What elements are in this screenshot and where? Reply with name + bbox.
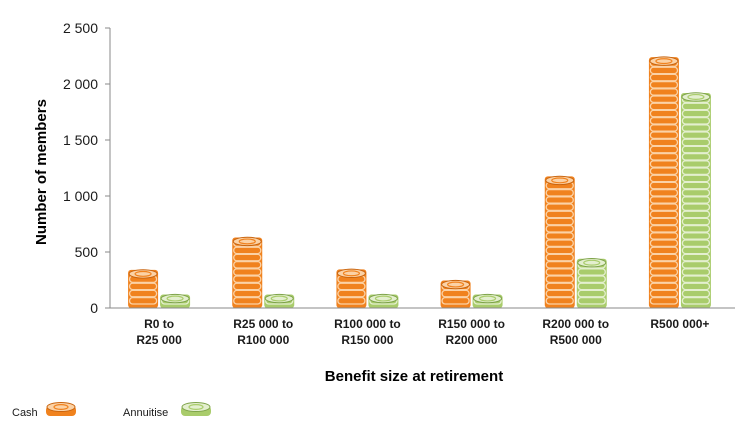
bar-cash-5 — [648, 56, 679, 309]
bar-annuitise-1 — [264, 293, 295, 308]
bars — [128, 56, 711, 309]
y-tick-label: 500 — [75, 244, 99, 260]
x-axis-title: Benefit size at retirement — [325, 368, 503, 385]
bar-annuitise-2 — [368, 293, 399, 308]
legend-item-annuitise: Annuitise — [123, 402, 211, 419]
bar-cash-0 — [128, 269, 159, 308]
coin-icon — [46, 402, 76, 416]
bar-cash-1 — [232, 236, 263, 308]
x-tick-label: R0 to R25 000 — [136, 317, 182, 347]
y-tick-label: 1 500 — [63, 132, 98, 148]
y-tick-label: 2 500 — [63, 20, 98, 36]
bar-annuitise-5 — [680, 92, 711, 309]
bar-cash-4 — [544, 175, 575, 308]
x-tick-label: R150 000 to R200 000 — [438, 317, 505, 347]
legend-label: Annuitise — [123, 407, 168, 419]
y-tick-label: 0 — [90, 300, 98, 316]
x-tick-label: R25 000 to R100 000 — [233, 317, 293, 347]
bar-cash-3 — [440, 279, 471, 308]
bar-annuitise-4 — [576, 258, 607, 308]
bar-cash-2 — [336, 268, 367, 308]
legend: Cash Annuitise — [12, 402, 211, 419]
y-axis-title: Number of members — [33, 99, 50, 245]
x-tick-label: R500 000+ — [650, 317, 709, 331]
legend-label: Cash — [12, 407, 38, 419]
y-tick-label: 1 000 — [63, 188, 98, 204]
x-tick-label: R100 000 to R150 000 — [334, 317, 401, 347]
legend-item-cash: Cash — [12, 402, 76, 419]
x-axis: R0 to R25 000 R25 000 to R100 000 R100 000 t… — [110, 307, 735, 347]
y-tick-label: 2 000 — [63, 76, 98, 92]
y-axis: 0 500 1 000 1 500 2 000 2 500 — [63, 20, 111, 316]
bar-annuitise-0 — [160, 293, 191, 308]
x-tick-label: R200 000 to R500 000 — [542, 317, 609, 347]
coin-icon — [181, 402, 211, 416]
bar-annuitise-3 — [472, 293, 503, 308]
